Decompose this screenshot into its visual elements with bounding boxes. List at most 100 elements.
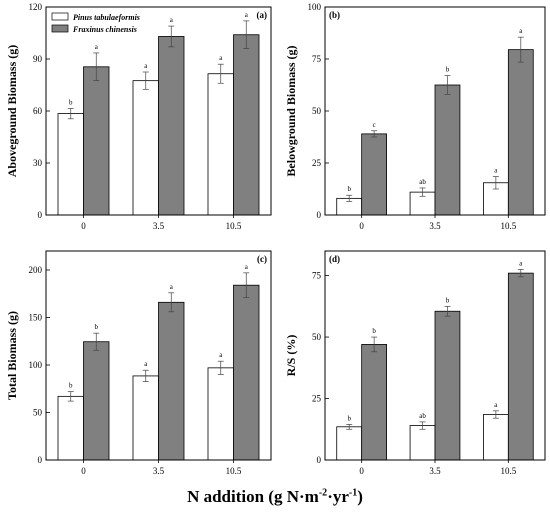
y-tick-label: 30 <box>33 158 43 168</box>
chart-panel-2: b ab a c b a 0 25 50 75 100 0 3.5 10.5 Belowground Bio… <box>284 2 546 231</box>
significance-letter: a <box>219 54 223 62</box>
y-axis-label: Total Biomass (g) <box>5 311 19 400</box>
x-axis-title-main: N addition (g N·m <box>187 487 319 506</box>
panel-label: (c) <box>257 254 267 264</box>
y-tick-label: 50 <box>312 332 322 342</box>
significance-letter: b <box>347 414 351 422</box>
y-tick-label: 25 <box>312 394 322 404</box>
y-tick-label: 60 <box>33 106 43 116</box>
significance-letter: a <box>170 16 174 24</box>
bar-pinus-0 <box>336 426 363 461</box>
chart-panel-1: b a a a a a 0 30 60 90 120 0 3.5 10.5 Aboveground Biom… <box>5 2 272 231</box>
significance-letter: a <box>245 263 249 271</box>
x-axis-title-mid: ·yr <box>327 487 349 506</box>
bar-pinus-3.5 <box>132 375 159 461</box>
significance-letter: a <box>245 11 249 19</box>
bar-fraxinus-0 <box>83 341 110 461</box>
x-axis-title-end: ) <box>357 487 363 506</box>
bar-fraxinus-3.5 <box>434 310 461 461</box>
significance-letter: b <box>69 382 73 390</box>
significance-letter: b <box>372 327 376 335</box>
y-tick-label: 100 <box>29 360 43 370</box>
significance-letter: a <box>95 43 99 51</box>
y-tick-label: 25 <box>312 158 322 168</box>
y-tick-label: 0 <box>317 455 322 465</box>
x-tick-label: 0 <box>81 466 86 476</box>
x-axis-title-sup2: -1 <box>348 487 358 499</box>
x-tick-label: 0 <box>81 221 86 231</box>
significance-letter: a <box>144 62 148 70</box>
x-tick-label: 3.5 <box>153 466 165 476</box>
panel-label: (a) <box>257 10 268 20</box>
bar-fraxinus-10.5 <box>507 272 534 461</box>
y-tick-label: 0 <box>317 210 322 220</box>
x-tick-label: 3.5 <box>429 221 441 231</box>
significance-letter: b <box>347 185 351 193</box>
y-tick-label: 90 <box>33 54 43 64</box>
legend-swatch-pinus <box>51 12 69 21</box>
bar-fraxinus-10.5 <box>233 284 260 461</box>
bar-pinus-0 <box>57 113 84 216</box>
significance-letter: c <box>373 121 376 129</box>
panel-label: (b) <box>329 10 340 20</box>
y-tick-label: 0 <box>38 455 43 465</box>
bar-fraxinus-0 <box>361 133 387 216</box>
legend-label-fraxinus: Fraxinus chinensis <box>72 25 137 34</box>
significance-letter: a <box>494 401 498 409</box>
legend-label-pinus: Pinus tabulaeformis <box>73 13 140 22</box>
bar-pinus-0 <box>57 395 84 461</box>
bar-fraxinus-3.5 <box>158 36 185 216</box>
x-axis-title-sup1: -2 <box>318 487 328 499</box>
bar-fraxinus-10.5 <box>233 34 260 216</box>
x-tick-label: 3.5 <box>429 466 441 476</box>
y-tick-label: 75 <box>312 271 322 281</box>
significance-letter: b <box>95 323 99 331</box>
x-tick-label: 10.5 <box>500 221 516 231</box>
significance-letter: a <box>519 27 523 35</box>
y-tick-label: 75 <box>312 54 322 64</box>
significance-letter: b <box>446 296 450 304</box>
y-tick-label: 120 <box>29 2 43 12</box>
y-tick-label: 100 <box>308 2 322 12</box>
bar-pinus-10.5 <box>207 73 234 216</box>
y-tick-label: 50 <box>312 106 322 116</box>
bar-pinus-10.5 <box>482 414 509 461</box>
significance-letter: b <box>446 66 450 74</box>
bar-fraxinus-0 <box>83 66 110 216</box>
shared-x-axis-title: N addition (g N·m-2·yr-1) <box>0 487 550 507</box>
significance-letter: a <box>144 360 148 368</box>
y-tick-label: 50 <box>33 408 43 418</box>
bar-fraxinus-10.5 <box>507 49 534 216</box>
significance-letter: b <box>69 98 73 106</box>
legend: Pinus tabulaeformis Fraxinus chinensis <box>51 12 140 34</box>
y-axis-label: Belowground Biomass (g) <box>284 45 298 176</box>
significance-letter: a <box>519 259 523 267</box>
y-axis-label: Aboveground Biomass (g) <box>5 45 19 177</box>
y-tick-label: 200 <box>29 265 43 275</box>
bar-pinus-3.5 <box>132 80 159 216</box>
y-tick-label: 0 <box>38 210 43 220</box>
significance-letter: ab <box>419 178 426 186</box>
x-tick-label: 10.5 <box>226 221 242 231</box>
legend-swatch-fraxinus <box>51 24 69 33</box>
x-tick-label: 10.5 <box>226 466 242 476</box>
bar-pinus-3.5 <box>409 425 436 461</box>
significance-letter: ab <box>419 412 426 420</box>
x-tick-label: 3.5 <box>153 221 165 231</box>
significance-letter: a <box>494 167 498 175</box>
y-axis-label: R/S (%) <box>284 335 298 377</box>
x-tick-label: 0 <box>359 466 364 476</box>
bar-fraxinus-0 <box>361 344 387 461</box>
significance-letter: a <box>170 283 174 291</box>
x-tick-label: 10.5 <box>500 466 516 476</box>
significance-letter: a <box>219 351 223 359</box>
bar-pinus-10.5 <box>207 367 234 461</box>
bar-fraxinus-3.5 <box>434 84 461 216</box>
panel-label: (d) <box>329 254 340 264</box>
y-tick-label: 150 <box>29 313 43 323</box>
x-tick-label: 0 <box>359 221 364 231</box>
chart-panel-3: b a a b a a 0 50 100 150 200 0 3.5 10.5 Total Biomass … <box>5 250 272 476</box>
bar-fraxinus-3.5 <box>158 301 185 461</box>
